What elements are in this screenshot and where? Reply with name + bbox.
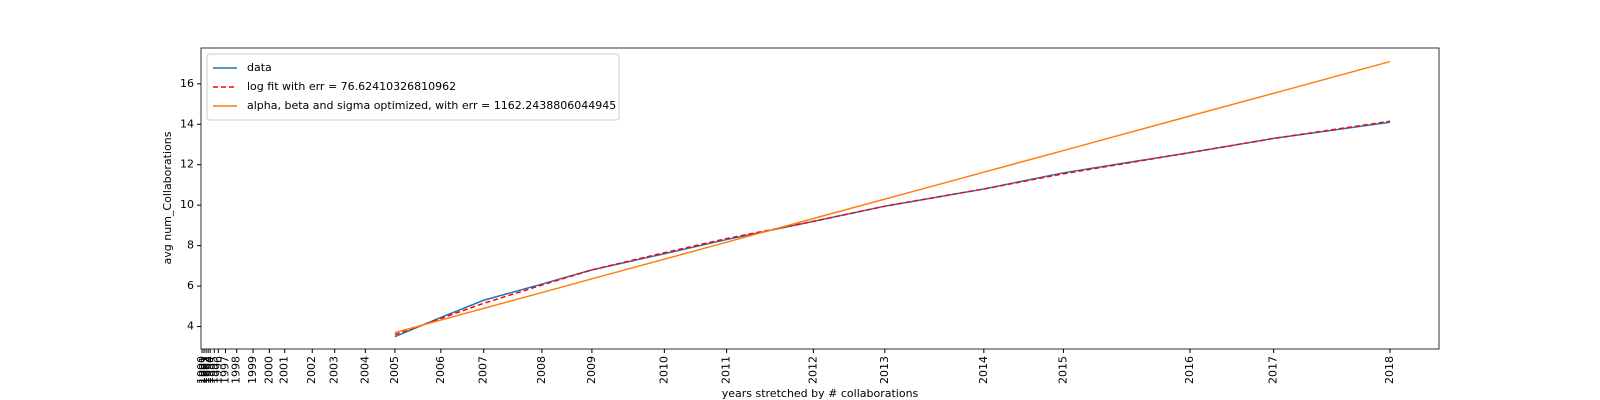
x-tick-label: 2017	[1267, 356, 1280, 384]
legend-label: log fit with err = 76.62410326810962	[247, 80, 456, 93]
x-tick-label: 1993	[201, 356, 214, 384]
x-tick-label: 2016	[1183, 356, 1196, 384]
x-tick-label: 1994	[203, 356, 216, 384]
x-tick-label: 2004	[358, 356, 371, 384]
x-tick-label: 2010	[657, 356, 670, 384]
legend-label: alpha, beta and sigma optimized, with er…	[247, 99, 616, 112]
x-tick-label: 1991	[197, 356, 210, 384]
x-tick-label: 2002	[305, 356, 318, 384]
x-tick-label: 1999	[246, 356, 259, 384]
x-tick-label: 2011	[720, 356, 733, 384]
x-tick-label: 2018	[1383, 356, 1396, 384]
x-tick-label: 2006	[434, 356, 447, 384]
x-axis-label: years stretched by # collaborations	[722, 387, 919, 400]
x-tick-label: 2005	[388, 356, 401, 384]
x-tick-label: 2009	[585, 356, 598, 384]
x-tick-label: 2015	[1056, 356, 1069, 384]
y-axis-label: avg num_Collaborations	[161, 131, 174, 264]
x-tick-label: 1997	[218, 356, 231, 384]
plot-frame	[200, 47, 1440, 350]
legend: data log fit with err = 76.62410326810962…	[206, 53, 620, 121]
x-tick-label: 2003	[328, 356, 341, 384]
x-tick-label: 1992	[199, 356, 212, 384]
x-tick-label: 2013	[878, 356, 891, 384]
x-tick-label: 2012	[806, 356, 819, 384]
series-line	[394, 120, 1391, 336]
legend-box	[206, 53, 620, 121]
y-tick-label: 12	[180, 158, 194, 171]
x-tick-label: 1990	[195, 356, 208, 384]
x-tick-label: 2000	[262, 356, 275, 384]
x-tick-label: 1996	[211, 356, 224, 384]
legend-label: data	[247, 61, 272, 74]
x-tick-label: 2008	[535, 356, 548, 384]
y-tick-label: 4	[187, 320, 194, 333]
x-tick-label: 1998	[230, 356, 243, 384]
y-tick-label: 14	[180, 117, 194, 130]
x-tick-label: 2007	[477, 356, 490, 384]
y-tick-label: 6	[187, 279, 194, 292]
series-line	[394, 60, 1391, 334]
y-tick-label: 10	[180, 198, 194, 211]
y-tick-label: 16	[180, 77, 194, 90]
x-tick-label: 2001	[278, 356, 291, 384]
x-tick-label: 2014	[977, 356, 990, 384]
series-line	[394, 121, 1391, 338]
y-tick-label: 8	[187, 239, 194, 252]
x-tick-label: 1995	[207, 356, 220, 384]
